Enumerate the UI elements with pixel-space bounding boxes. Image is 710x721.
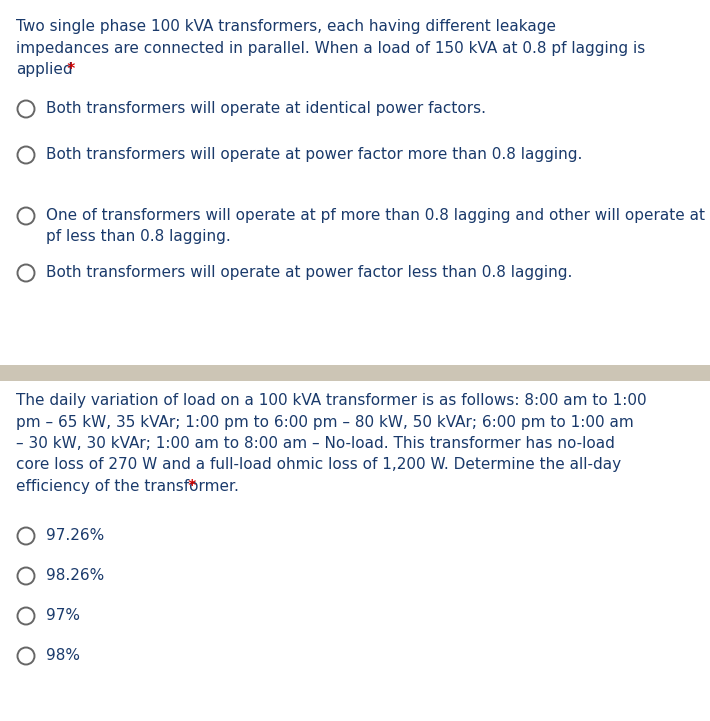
Text: *: *	[183, 479, 196, 494]
Text: pf less than 0.8 lagging.: pf less than 0.8 lagging.	[46, 229, 231, 244]
Text: impedances are connected in parallel. When a load of 150 kVA at 0.8 pf lagging i: impedances are connected in parallel. Wh…	[16, 40, 645, 56]
Bar	[0, 365, 710, 381]
Text: applied: applied	[16, 62, 72, 77]
Text: Both transformers will operate at power factor more than 0.8 lagging.: Both transformers will operate at power …	[46, 147, 582, 162]
Text: Two single phase 100 kVA transformers, each having different leakage: Two single phase 100 kVA transformers, e…	[16, 19, 556, 34]
Text: – 30 kW, 30 kVAr; 1:00 am to 8:00 am – No-load. This transformer has no-load: – 30 kW, 30 kVAr; 1:00 am to 8:00 am – N…	[16, 436, 615, 451]
Text: One of transformers will operate at pf more than 0.8 lagging and other will oper: One of transformers will operate at pf m…	[46, 208, 705, 223]
Text: 98%: 98%	[46, 648, 80, 663]
Text: 98.26%: 98.26%	[46, 568, 104, 583]
Text: Both transformers will operate at identical power factors.: Both transformers will operate at identi…	[46, 101, 486, 116]
Text: 97.26%: 97.26%	[46, 528, 104, 543]
Text: The daily variation of load on a 100 kVA transformer is as follows: 8:00 am to 1: The daily variation of load on a 100 kVA…	[16, 393, 647, 408]
Text: *: *	[62, 62, 75, 77]
Text: Both transformers will operate at power factor less than 0.8 lagging.: Both transformers will operate at power …	[46, 265, 572, 280]
Text: pm – 65 kW, 35 kVAr; 1:00 pm to 6:00 pm – 80 kW, 50 kVAr; 6:00 pm to 1:00 am: pm – 65 kW, 35 kVAr; 1:00 pm to 6:00 pm …	[16, 415, 634, 430]
Text: core loss of 270 W and a full-load ohmic loss of 1,200 W. Determine the all-day: core loss of 270 W and a full-load ohmic…	[16, 458, 621, 472]
Text: 97%: 97%	[46, 608, 80, 623]
Text: efficiency of the transformer.: efficiency of the transformer.	[16, 479, 239, 494]
